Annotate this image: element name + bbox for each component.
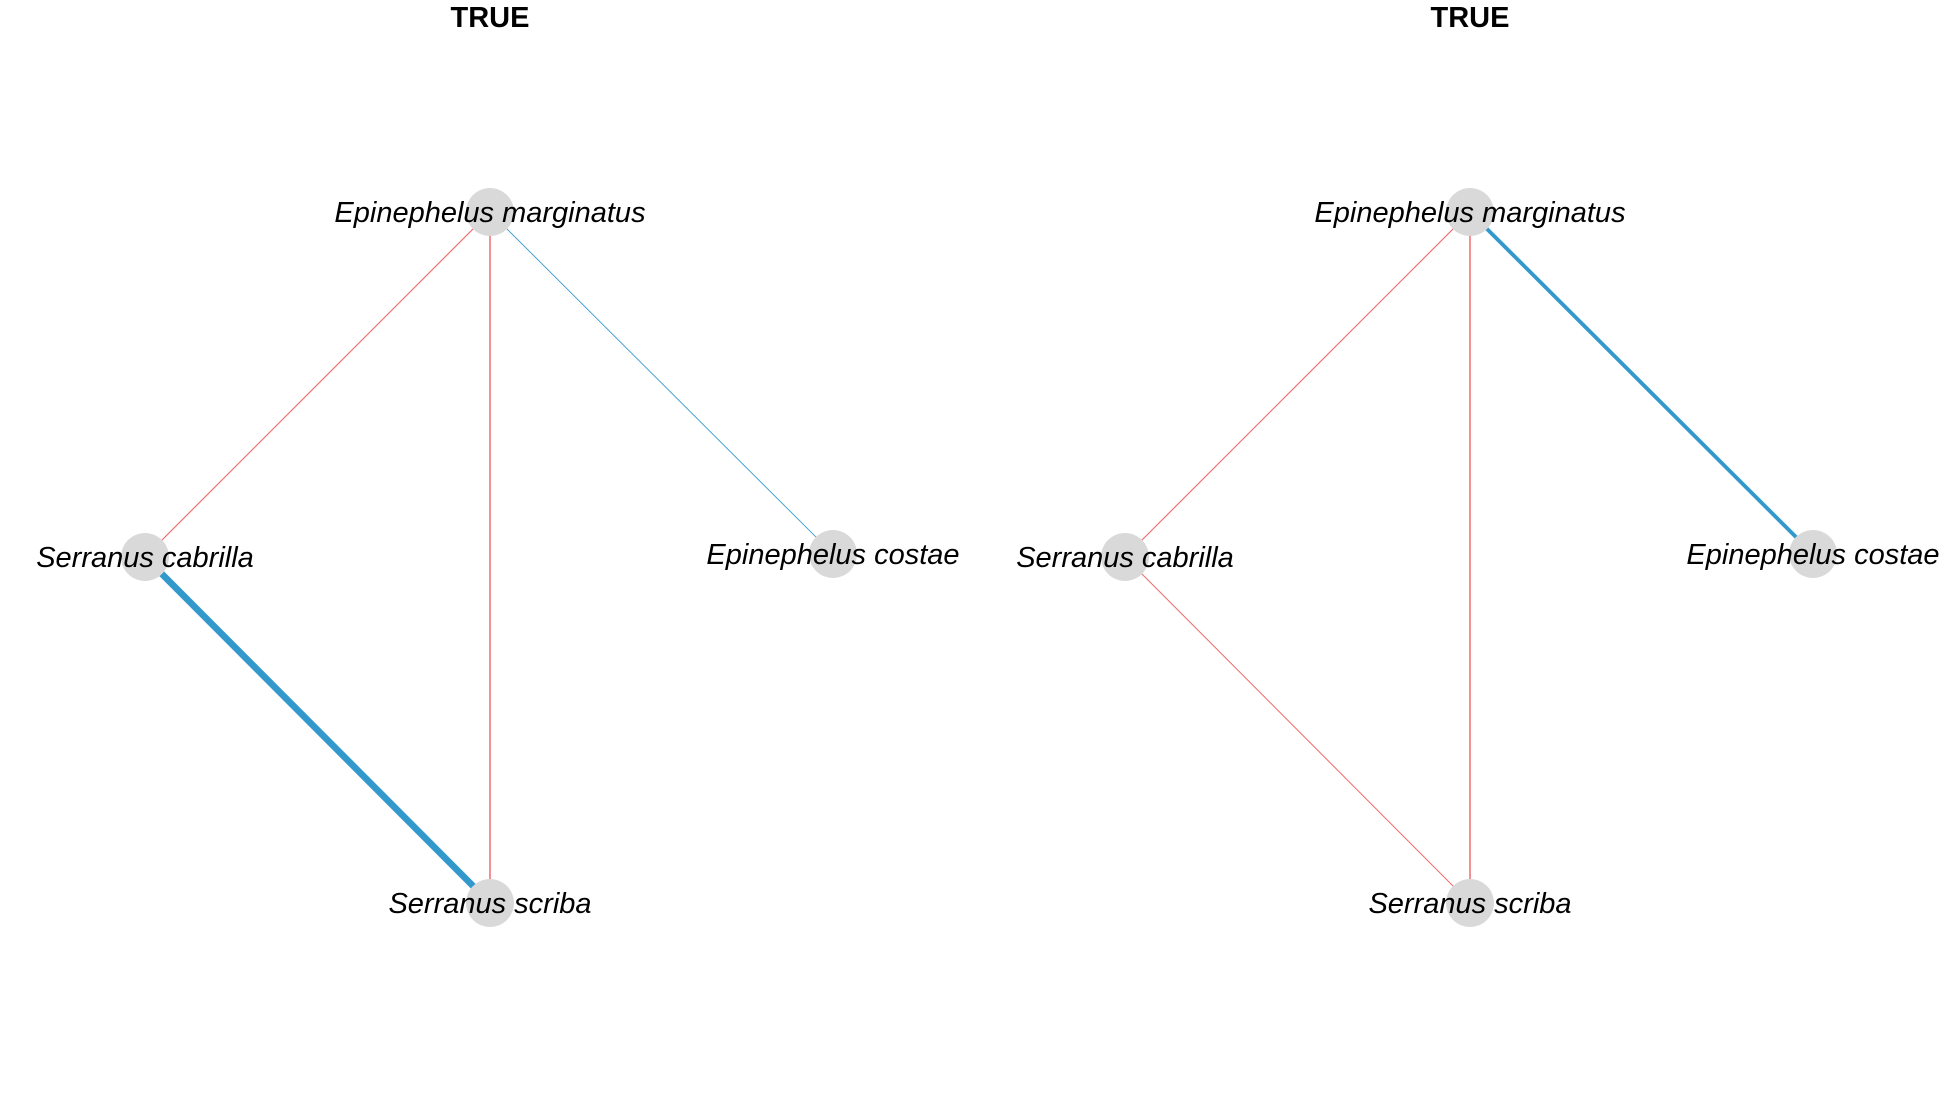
node-sc — [1101, 533, 1149, 581]
node-label-em: Epinephelus marginatus — [334, 197, 645, 229]
edge-sc-ss — [142, 554, 493, 906]
node-label-ss: Serranus scriba — [388, 888, 591, 920]
edge-layer — [142, 211, 834, 906]
node-sc — [121, 533, 169, 581]
node-ec — [1789, 530, 1837, 578]
edge-em-ec — [1468, 210, 1815, 556]
edge-layer — [1124, 210, 1815, 904]
node-em — [1446, 188, 1494, 236]
panel-title: TRUE — [1431, 2, 1510, 34]
panel-title: TRUE — [451, 2, 530, 34]
node-ss — [466, 879, 514, 927]
node-label-ec: Epinephelus costae — [706, 539, 959, 571]
node-ec — [809, 530, 857, 578]
node-label-sc: Serranus cabrilla — [1016, 542, 1234, 574]
edge-sc-ss — [1124, 556, 1471, 904]
node-layer: Epinephelus marginatus Serranus cabrilla E… — [1016, 188, 1940, 927]
node-label-ec: Epinephelus costae — [1686, 539, 1939, 571]
node-ss — [1446, 879, 1494, 927]
edge-em-sc — [144, 211, 491, 558]
edge-em-ec — [489, 211, 834, 555]
node-label-ss: Serranus scriba — [1368, 888, 1571, 920]
node-label-sc: Serranus cabrilla — [36, 542, 254, 574]
network-panel-left: TRUE Epinephelus marginatus Serranus cabr… — [36, 2, 960, 927]
node-label-em: Epinephelus marginatus — [1314, 197, 1625, 229]
node-layer: Epinephelus marginatus Serranus cabrilla E… — [36, 188, 960, 927]
edge-em-sc — [1124, 211, 1471, 558]
node-em — [466, 188, 514, 236]
network-panel-right: TRUE Epinephelus marginatus Serranus cabr… — [1016, 2, 1940, 927]
